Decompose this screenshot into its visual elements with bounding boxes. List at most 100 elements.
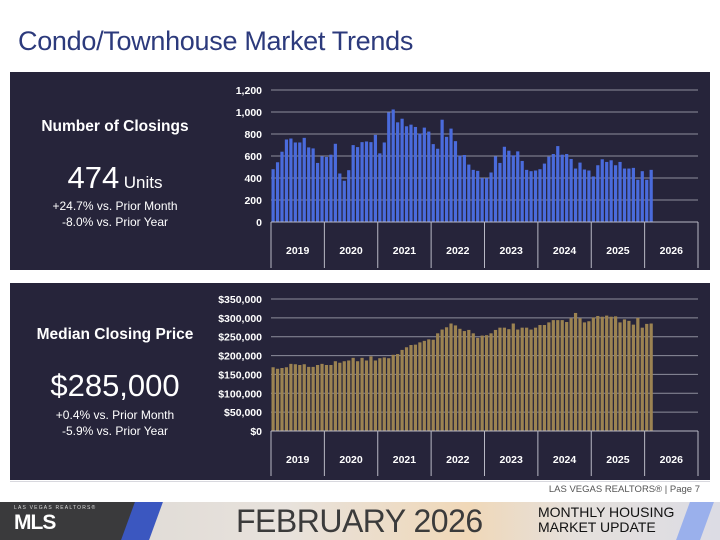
bar	[329, 365, 333, 431]
bar	[311, 366, 315, 431]
bar	[347, 170, 351, 222]
closings-label: Number of Closings	[41, 118, 189, 135]
bar	[418, 133, 422, 222]
bar	[307, 366, 311, 431]
bar	[271, 169, 275, 222]
y-tick-label: 800	[244, 129, 262, 141]
bar	[333, 143, 337, 222]
bar	[618, 322, 622, 431]
bar	[507, 150, 511, 222]
bar	[284, 139, 289, 222]
y-tick-label: 200	[244, 195, 262, 207]
bar	[324, 156, 329, 222]
bar	[493, 156, 498, 222]
bar	[613, 316, 618, 431]
bar	[520, 327, 524, 431]
bar	[551, 154, 555, 222]
bar	[369, 356, 373, 431]
bar	[373, 134, 378, 222]
x-tick-label: 2026	[660, 245, 684, 257]
bar	[440, 119, 444, 222]
bar	[569, 318, 573, 431]
bar	[645, 323, 649, 431]
y-tick-label: $300,000	[218, 313, 262, 325]
bar	[520, 160, 524, 222]
bar	[533, 327, 538, 431]
y-tick-label: $350,000	[218, 294, 262, 306]
bar	[404, 347, 409, 431]
closings-vs-year: -8.0% vs. Prior Year	[61, 215, 169, 229]
bar	[413, 344, 418, 431]
bar	[631, 167, 635, 222]
bar	[378, 358, 382, 431]
bar	[542, 163, 547, 222]
bar	[280, 151, 284, 222]
banner-dark-block	[0, 502, 140, 540]
closings-value: 474	[67, 160, 120, 195]
y-tick-label: 1,200	[236, 85, 262, 97]
bar	[511, 323, 515, 431]
bar	[542, 325, 547, 431]
bar	[538, 325, 542, 431]
y-tick-label: 0	[256, 217, 262, 229]
y-tick-label: $0	[250, 426, 262, 438]
bar	[391, 109, 395, 222]
x-tick-label: 2022	[446, 245, 470, 257]
x-tick-label: 2025	[606, 245, 630, 257]
bar	[529, 329, 533, 431]
bar	[387, 112, 391, 222]
bar	[449, 323, 453, 431]
bar	[387, 358, 391, 431]
bar	[413, 126, 418, 222]
bar	[418, 342, 422, 431]
bar	[329, 154, 333, 222]
page-number: LAS VEGAS REALTORS® | Page 7	[548, 484, 700, 495]
bar	[356, 361, 360, 431]
report-month: FEBRUARY 2026	[236, 503, 483, 539]
bar	[271, 367, 275, 431]
bar	[444, 327, 449, 431]
bar	[511, 155, 515, 222]
page-title: Condo/Townhouse Market Trends	[18, 26, 414, 56]
bar	[378, 153, 382, 222]
bar	[320, 156, 324, 222]
bar	[476, 170, 480, 222]
divider	[10, 481, 710, 482]
bar	[551, 320, 555, 431]
bar	[605, 315, 609, 431]
bar	[320, 363, 324, 431]
bar	[631, 324, 635, 431]
bar	[275, 162, 280, 222]
bar	[485, 335, 489, 431]
x-tick-label: 2023	[500, 454, 524, 466]
bar	[431, 144, 435, 222]
bar	[489, 333, 493, 431]
bar	[636, 317, 640, 431]
bar	[516, 329, 520, 431]
bar	[275, 368, 280, 431]
bar	[471, 169, 475, 222]
x-tick-label: 2025	[606, 454, 630, 466]
bar	[649, 323, 653, 431]
bar	[627, 320, 631, 431]
bar	[578, 318, 582, 431]
closings-vs-month: +24.7% vs. Prior Month	[52, 199, 178, 213]
bar	[307, 147, 311, 222]
x-tick-label: 2019	[286, 454, 310, 466]
x-tick-label: 2024	[553, 245, 577, 257]
bar	[453, 141, 458, 222]
bar	[436, 333, 440, 431]
bar	[489, 172, 493, 222]
bar	[533, 170, 538, 222]
bar	[364, 360, 369, 431]
bar	[613, 165, 618, 222]
bar	[298, 142, 302, 222]
bar	[640, 327, 644, 431]
bar	[649, 169, 653, 222]
bar	[502, 327, 506, 431]
y-tick-label: $250,000	[218, 332, 262, 344]
bar	[467, 329, 471, 431]
bar	[467, 164, 471, 222]
bar	[360, 357, 364, 431]
